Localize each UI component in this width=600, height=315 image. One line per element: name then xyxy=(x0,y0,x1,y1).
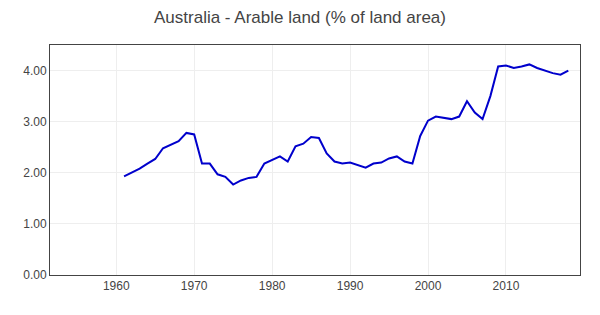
svg-text:Australia - Arable land (% of: Australia - Arable land (% of land area) xyxy=(154,8,446,27)
svg-text:1980: 1980 xyxy=(259,279,286,293)
svg-text:0.00: 0.00 xyxy=(23,268,47,282)
svg-text:2.00: 2.00 xyxy=(23,166,47,180)
svg-text:1960: 1960 xyxy=(103,279,130,293)
svg-text:1.00: 1.00 xyxy=(23,217,47,231)
svg-text:2000: 2000 xyxy=(415,279,442,293)
svg-text:3.00: 3.00 xyxy=(23,115,47,129)
svg-text:4.00: 4.00 xyxy=(23,64,47,78)
svg-text:2010: 2010 xyxy=(493,279,520,293)
svg-text:1970: 1970 xyxy=(181,279,208,293)
svg-text:1990: 1990 xyxy=(337,279,364,293)
